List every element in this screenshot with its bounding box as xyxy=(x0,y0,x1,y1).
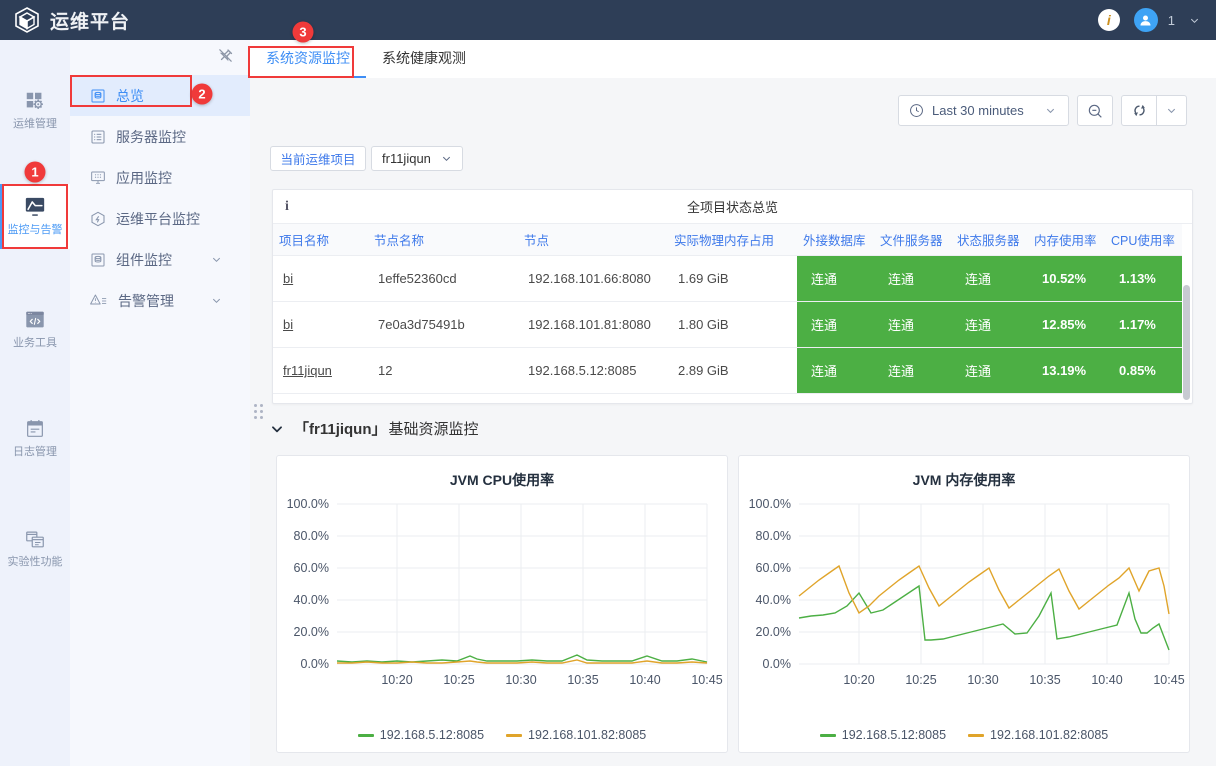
svg-text:100.0%: 100.0% xyxy=(749,497,791,511)
svg-text:40.0%: 40.0% xyxy=(294,593,329,607)
svg-text:80.0%: 80.0% xyxy=(294,529,329,543)
svg-text:60.0%: 60.0% xyxy=(294,561,329,575)
svg-text:10:25: 10:25 xyxy=(443,673,474,687)
svg-text:10:40: 10:40 xyxy=(629,673,660,687)
svg-text:10:45: 10:45 xyxy=(691,673,722,687)
svg-text:0.0%: 0.0% xyxy=(763,657,792,671)
svg-text:100.0%: 100.0% xyxy=(287,497,329,511)
svg-text:80.0%: 80.0% xyxy=(756,529,791,543)
svg-text:10:35: 10:35 xyxy=(1029,673,1060,687)
svg-text:0.0%: 0.0% xyxy=(301,657,330,671)
svg-text:10:20: 10:20 xyxy=(843,673,874,687)
svg-text:10:40: 10:40 xyxy=(1091,673,1122,687)
svg-text:10:30: 10:30 xyxy=(505,673,536,687)
svg-text:10:45: 10:45 xyxy=(1153,673,1184,687)
svg-text:20.0%: 20.0% xyxy=(294,625,329,639)
svg-text:40.0%: 40.0% xyxy=(756,593,791,607)
svg-text:20.0%: 20.0% xyxy=(756,625,791,639)
svg-text:60.0%: 60.0% xyxy=(756,561,791,575)
svg-text:10:25: 10:25 xyxy=(905,673,936,687)
svg-text:10:20: 10:20 xyxy=(381,673,412,687)
svg-text:10:30: 10:30 xyxy=(967,673,998,687)
svg-text:10:35: 10:35 xyxy=(567,673,598,687)
